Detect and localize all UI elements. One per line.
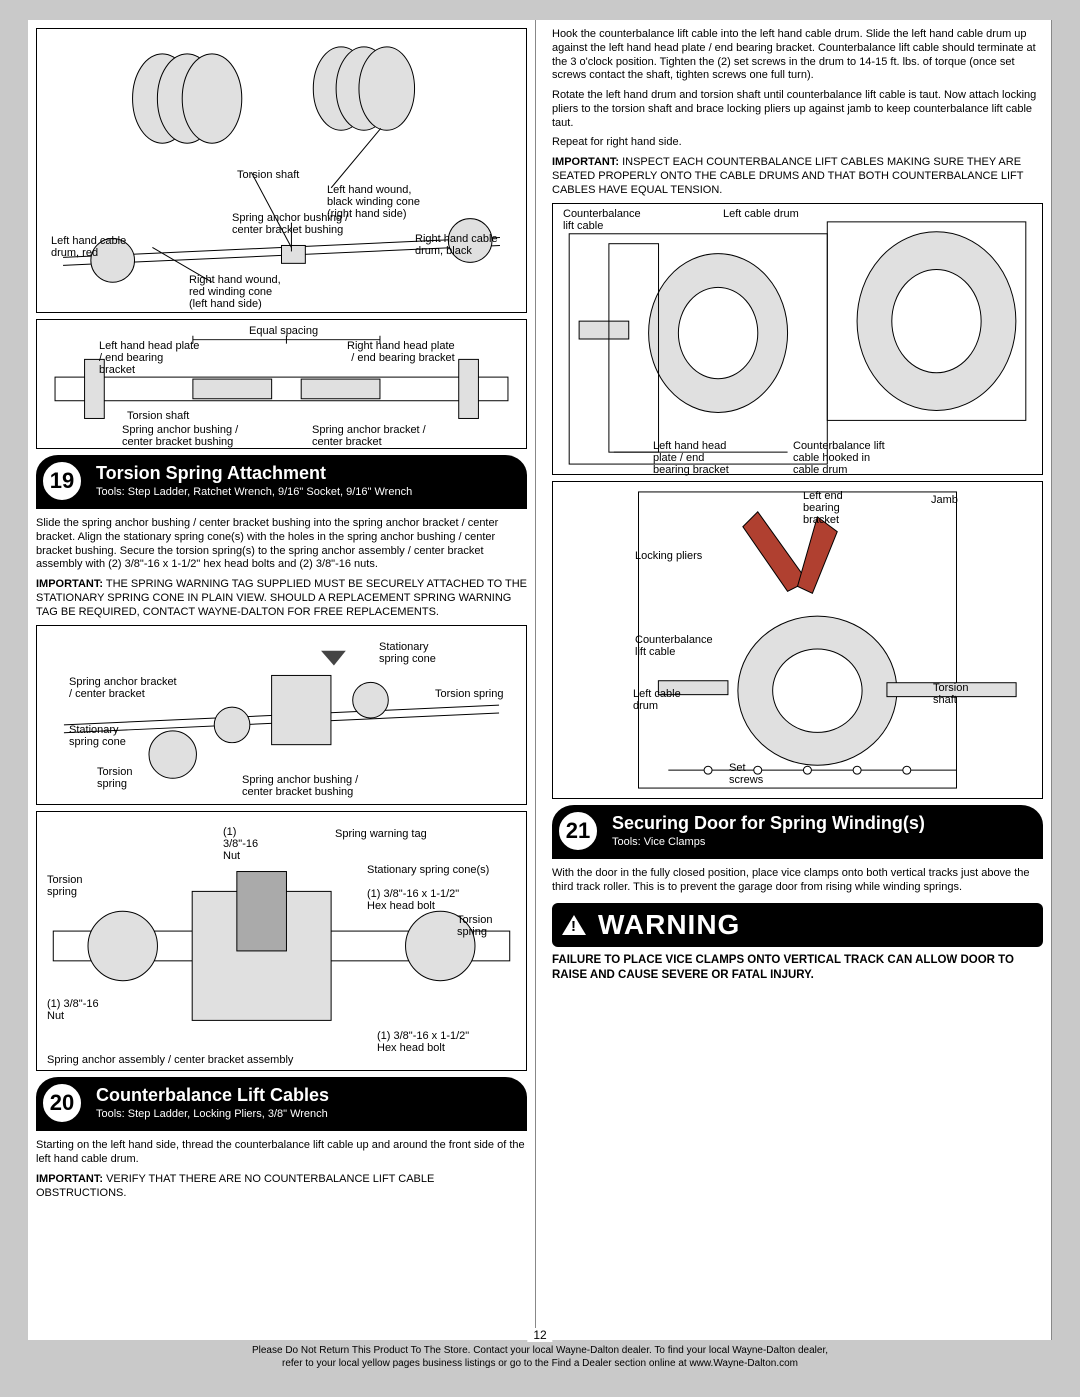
label-tshaft2: Torsionshaft	[933, 682, 968, 706]
right-para3: Repeat for right hand side.	[552, 136, 1043, 150]
warning-title: WARNING	[598, 909, 740, 941]
page-number: 12	[527, 1328, 552, 1342]
footer: Please Do Not Return This Product To The…	[28, 1344, 1052, 1370]
label-lh-plate: Left hand head plate/ end bearingbracket	[99, 340, 199, 376]
footer-line1: Please Do Not Return This Product To The…	[252, 1345, 828, 1356]
label-rh-wound: Right hand wound, red winding cone (left…	[189, 274, 281, 310]
label-bolt: (1) 3/8"-16 x 1-1/2"Hex head bolt	[367, 888, 459, 912]
label-leb: Left endbearingbracket	[803, 490, 843, 526]
label-lp: Locking pliers	[635, 550, 702, 562]
diagram-cable-drum: Counterbalancelift cable Left cable drum…	[552, 203, 1043, 475]
diagram-spring-cone: Spring anchor bracket/ center bracket St…	[36, 625, 527, 805]
label-set: Setscrews	[729, 762, 763, 786]
warning-icon	[562, 915, 586, 935]
label-ts: Torsionspring	[97, 766, 132, 790]
label-swt: Spring warning tag	[335, 828, 427, 840]
step-19-header: 19 Torsion Spring Attachment Tools: Step…	[36, 455, 527, 509]
label-sab: Spring anchor bushing /center bracket bu…	[122, 424, 238, 448]
label-tsl: Torsionspring	[47, 874, 82, 898]
left-column: Torsion shaft Left hand wound, black win…	[28, 20, 536, 1340]
label-ssc2: Stationaryspring cone	[69, 724, 126, 748]
label-tsright: Torsionspring	[457, 914, 492, 938]
label-bolt2: (1) 3/8"-16 x 1-1/2"Hex head bolt	[377, 1030, 469, 1054]
page: Torsion shaft Left hand wound, black win…	[28, 20, 1052, 1340]
label-torsion-shaft: Torsion shaft	[237, 169, 299, 181]
label-rh-plate: Right hand head plate/ end bearing brack…	[347, 340, 455, 364]
label-cblc: Counterbalancelift cable	[563, 208, 641, 232]
label-assembly: Spring anchor assembly / center bracket …	[47, 1054, 293, 1066]
step-20-number: 20	[40, 1081, 84, 1125]
right-para1: Hook the counterbalance lift cable into …	[552, 28, 1043, 83]
label-tshaft: Torsion shaft	[127, 410, 189, 422]
step-20-title: Counterbalance Lift Cables	[96, 1086, 329, 1106]
step-19-para: Slide the spring anchor bushing / center…	[36, 517, 527, 572]
label-sab3: Spring anchor bracket/ center bracket	[69, 676, 177, 700]
step-20-tools: Tools: Step Ladder, Locking Pliers, 3/8"…	[96, 1108, 329, 1120]
label-anchor: Spring anchor bushing /center bracket bu…	[232, 212, 348, 236]
footer-line2: refer to your local yellow pages busines…	[282, 1358, 798, 1369]
step-21-number: 21	[556, 809, 600, 853]
step-21-title: Securing Door for Spring Winding(s)	[612, 814, 925, 834]
label-ssc: Stationaryspring cone	[379, 641, 436, 665]
label-lh-drum: Left hand cabledrum, red	[51, 235, 126, 259]
step-20-para: Starting on the left hand side, thread t…	[36, 1139, 527, 1167]
warning-banner: WARNING	[552, 903, 1043, 947]
label-equal: Equal spacing	[249, 325, 318, 337]
label-lhp: Left hand headplate / endbearing bracket	[653, 440, 729, 476]
step-21-para: With the door in the fully closed positi…	[552, 867, 1043, 895]
label-sabr: Spring anchor bracket /center bracket	[312, 424, 426, 448]
step-19-important: IMPORTANT: THE SPRING WARNING TAG SUPPLI…	[36, 578, 527, 619]
step-19-number: 19	[40, 459, 84, 503]
diagram-locking-pliers: Left endbearingbracket Jamb Locking plie…	[552, 481, 1043, 799]
label-jamb: Jamb	[931, 494, 958, 506]
label-bush: Spring anchor bushing /center bracket bu…	[242, 774, 358, 798]
label-sscs: Stationary spring cone(s)	[367, 864, 489, 876]
step-20-header: 20 Counterbalance Lift Cables Tools: Ste…	[36, 1077, 527, 1131]
diagram-header-assembly: Equal spacing Left hand head plate/ end …	[36, 319, 527, 449]
step-21-header: 21 Securing Door for Spring Winding(s) T…	[552, 805, 1043, 859]
label-cblc2: Counterbalancelift cable	[635, 634, 713, 658]
label-rh-drum: Right hand cabledrum, black	[415, 233, 498, 257]
step-21-tools: Tools: Vice Clamps	[612, 836, 925, 848]
diagram-torsion-assembly: Torsion shaft Left hand wound, black win…	[36, 28, 527, 313]
right-column: Hook the counterbalance lift cable into …	[544, 20, 1052, 1340]
label-nut1: (1)3/8"-16Nut	[223, 826, 258, 862]
right-para2: Rotate the left hand drum and torsion sh…	[552, 89, 1043, 130]
step-19-title: Torsion Spring Attachment	[96, 464, 412, 484]
label-tsr: Torsion spring	[435, 688, 503, 700]
warning-text: FAILURE TO PLACE VICE CLAMPS ONTO VERTIC…	[552, 953, 1043, 983]
diagram-bracket-assembly: (1)3/8"-16Nut Spring warning tag Station…	[36, 811, 527, 1071]
step-19-tools: Tools: Step Ladder, Ratchet Wrench, 9/16…	[96, 486, 412, 498]
right-important: IMPORTANT: INSPECT EACH COUNTERBALANCE L…	[552, 156, 1043, 197]
label-lcd2: Left cabledrum	[633, 688, 681, 712]
label-lcd: Left cable drum	[723, 208, 799, 220]
step-20-important: IMPORTANT: VERIFY THAT THERE ARE NO COUN…	[36, 1173, 527, 1201]
label-nutL: (1) 3/8"-16Nut	[47, 998, 99, 1022]
label-cblh: Counterbalance liftcable hooked incable …	[793, 440, 885, 476]
